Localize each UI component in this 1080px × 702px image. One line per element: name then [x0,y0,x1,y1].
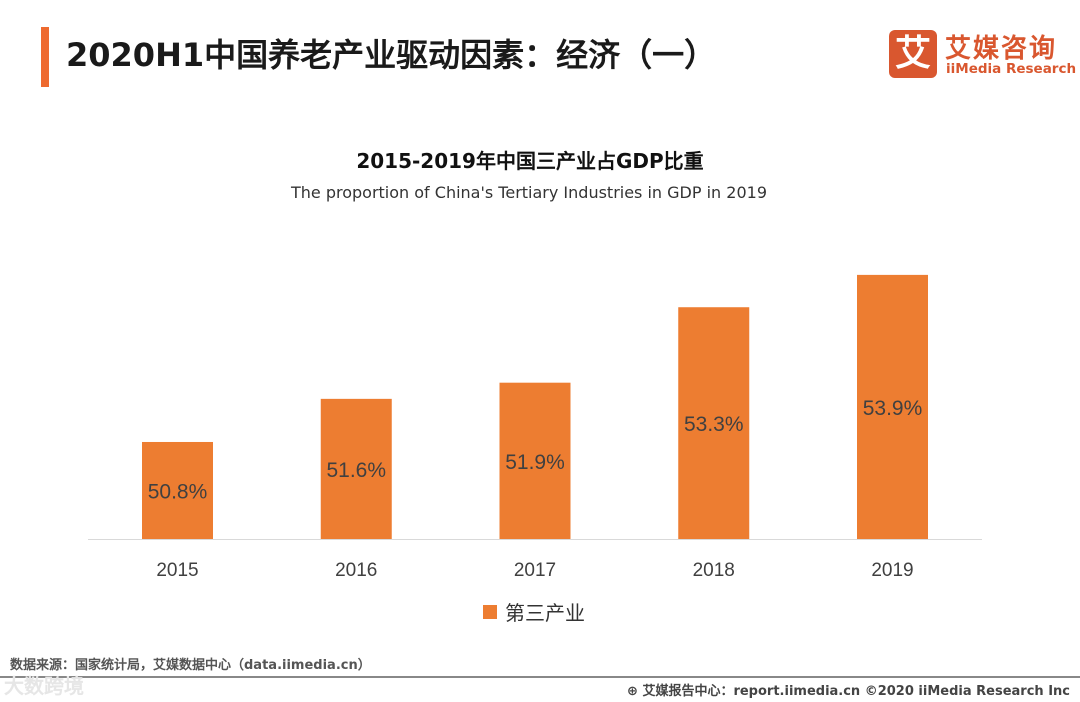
globe-icon: ⊕ [627,684,643,699]
data-label-2015: 50.8% [148,480,208,503]
data-label-2019: 53.9% [863,397,923,420]
x-tick-2018: 2018 [693,560,735,581]
bar-2017 [499,382,571,539]
footer-report-text: 艾媒报告中心：report.iimedia.cn ©2020 iiMedia R… [642,684,1070,699]
bar-2016 [320,398,392,539]
footer-divider [0,676,1080,678]
data-source: 数据来源：国家统计局，艾媒数据中心（data.iimedia.cn） [10,658,371,673]
chart-title: 2015-2019年中国三产业占GDP比重 [356,149,704,173]
watermark: 大数跨境 [4,674,84,698]
bar-2018 [678,307,750,539]
bar-2019 [857,274,928,539]
iimedia-logo: 艾 艾媒咨询 iiMedia Research [889,30,1076,82]
page-title: 2020H1中国养老产业驱动因素：经济（一） [66,36,717,74]
logo-en: iiMedia Research [946,61,1077,77]
legend-label: 第三产业 [505,601,585,625]
x-tick-2019: 2019 [871,560,913,581]
logo-cn: 艾媒咨询 [945,34,1058,64]
bar-2015 [142,441,213,539]
x-tick-2016: 2016 [335,560,377,581]
chart-subtitle: The proportion of China's Tertiary Indus… [290,183,767,202]
data-label-2016: 51.6% [326,459,386,482]
footer-report: ⊕ 艾媒报告中心：report.iimedia.cn ©2020 iiMedia… [627,680,1070,699]
data-label-2018: 53.3% [684,413,744,436]
logo-mark: 艾 [889,30,937,78]
title-accent-bar [41,27,49,87]
x-tick-2017: 2017 [514,560,556,581]
data-label-2017: 51.9% [505,451,565,474]
legend-swatch [483,604,497,619]
legend: 第三产业 [483,597,585,626]
x-tick-2015: 2015 [156,560,198,581]
